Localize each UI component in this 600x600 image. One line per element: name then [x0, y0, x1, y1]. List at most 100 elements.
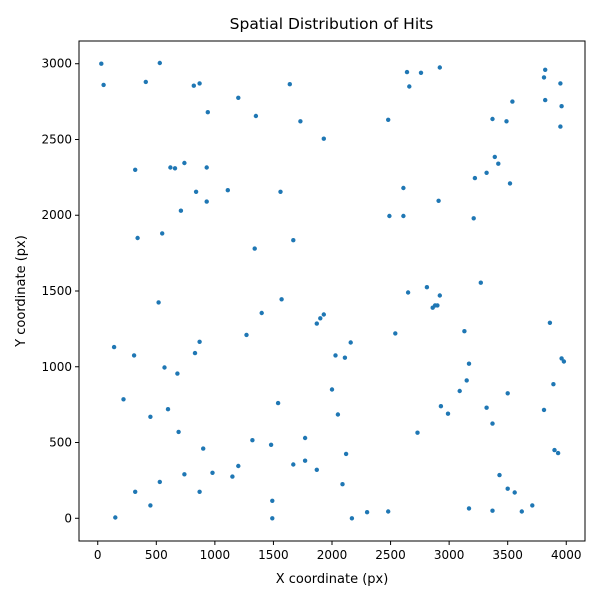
x-tick-label-1: 500 — [145, 548, 168, 562]
data-point-69 — [111, 344, 117, 350]
data-point-10 — [298, 119, 303, 124]
data-point-59 — [259, 310, 264, 316]
data-point-112 — [340, 482, 345, 487]
data-point-24 — [386, 117, 391, 123]
data-point-50 — [478, 280, 483, 285]
data-point-23 — [504, 119, 509, 124]
data-point-8 — [205, 110, 210, 115]
data-point-64 — [462, 329, 467, 334]
data-point-106 — [314, 467, 319, 472]
data-point-98 — [268, 442, 274, 447]
data-point-68 — [348, 340, 353, 345]
data-point-30 — [204, 165, 209, 170]
data-point-103 — [302, 458, 308, 463]
data-point-61 — [318, 316, 323, 321]
data-point-116 — [512, 490, 517, 495]
data-point-125 — [113, 515, 118, 520]
data-point-15 — [407, 84, 412, 89]
x-tick-label-3: 1500 — [258, 548, 289, 562]
data-point-82 — [457, 388, 462, 394]
data-point-33 — [484, 170, 489, 175]
data-point-121 — [490, 508, 495, 513]
data-point-126 — [270, 516, 275, 521]
data-point-41 — [401, 185, 406, 191]
y-tick-label-4: 2000 — [41, 208, 72, 222]
data-point-63 — [547, 320, 553, 325]
data-point-109 — [230, 474, 235, 479]
data-point-22 — [490, 116, 495, 122]
data-point-43 — [387, 213, 392, 219]
x-tick-label-5: 2500 — [375, 548, 406, 562]
data-point-100 — [552, 447, 557, 453]
data-point-38 — [278, 189, 283, 194]
data-point-79 — [464, 378, 469, 383]
ticks-layer: 0 500 1000 1500 2000 2500 3000 3500 4000 0 500 1000… — [41, 57, 581, 562]
data-point-55 — [430, 305, 435, 310]
data-point-115 — [505, 486, 510, 491]
x-tick-label-2: 1000 — [200, 548, 231, 562]
data-point-118 — [148, 503, 153, 508]
data-point-88 — [541, 407, 547, 413]
data-point-49 — [252, 246, 257, 251]
data-point-57 — [156, 300, 161, 305]
data-point-25 — [558, 124, 563, 129]
data-point-48 — [291, 238, 296, 243]
x-axis-label: X coordinate (px) — [276, 572, 389, 587]
data-point-84 — [121, 397, 126, 402]
data-point-95 — [415, 430, 420, 435]
data-point-89 — [165, 407, 171, 412]
data-point-76 — [466, 361, 472, 366]
data-point-123 — [364, 510, 370, 515]
data-point-102 — [343, 451, 349, 457]
data-point-1 — [157, 60, 162, 66]
data-point-96 — [302, 435, 308, 441]
y-axis-label: Y coordinate (px) — [14, 235, 29, 348]
data-point-6 — [287, 82, 292, 87]
data-point-2 — [101, 82, 106, 88]
data-point-18 — [558, 81, 563, 86]
data-point-31 — [492, 154, 497, 160]
data-point-7 — [236, 95, 241, 101]
data-point-51 — [424, 285, 430, 290]
x-tick-label-8: 4000 — [551, 548, 582, 562]
data-point-16 — [543, 67, 548, 73]
data-point-107 — [210, 470, 215, 475]
data-point-120 — [466, 506, 472, 511]
data-point-83 — [505, 391, 510, 396]
data-point-47 — [135, 235, 140, 241]
data-point-75 — [561, 359, 567, 364]
data-point-21 — [510, 99, 515, 104]
data-point-29 — [182, 160, 187, 166]
data-point-80 — [551, 382, 556, 387]
data-point-72 — [333, 353, 338, 358]
data-point-65 — [393, 331, 398, 336]
data-point-56 — [435, 303, 440, 308]
data-point-71 — [192, 350, 198, 356]
data-point-77 — [162, 365, 167, 370]
data-point-127 — [349, 516, 355, 521]
data-point-42 — [436, 198, 441, 203]
data-point-105 — [236, 463, 241, 469]
data-point-11 — [321, 136, 326, 141]
data-point-28 — [172, 166, 178, 171]
data-point-78 — [175, 371, 180, 376]
data-point-87 — [484, 405, 489, 410]
data-point-93 — [490, 421, 495, 426]
data-point-62 — [314, 321, 319, 326]
chart-title: Spatial Distribution of Hits — [230, 15, 434, 33]
x-tick-label-7: 3500 — [492, 548, 523, 562]
data-point-101 — [555, 450, 561, 456]
data-point-26 — [133, 167, 138, 172]
x-tick-label-0: 0 — [94, 548, 102, 562]
data-point-52 — [405, 290, 411, 295]
data-point-124 — [386, 509, 391, 514]
data-point-35 — [507, 181, 513, 186]
data-point-90 — [148, 414, 153, 419]
data-point-94 — [176, 429, 181, 435]
y-tick-label-6: 3000 — [41, 57, 72, 71]
data-point-39 — [204, 199, 209, 204]
points-layer — [99, 60, 567, 521]
data-point-14 — [437, 65, 442, 70]
data-point-104 — [291, 462, 296, 467]
data-point-0 — [99, 61, 104, 66]
